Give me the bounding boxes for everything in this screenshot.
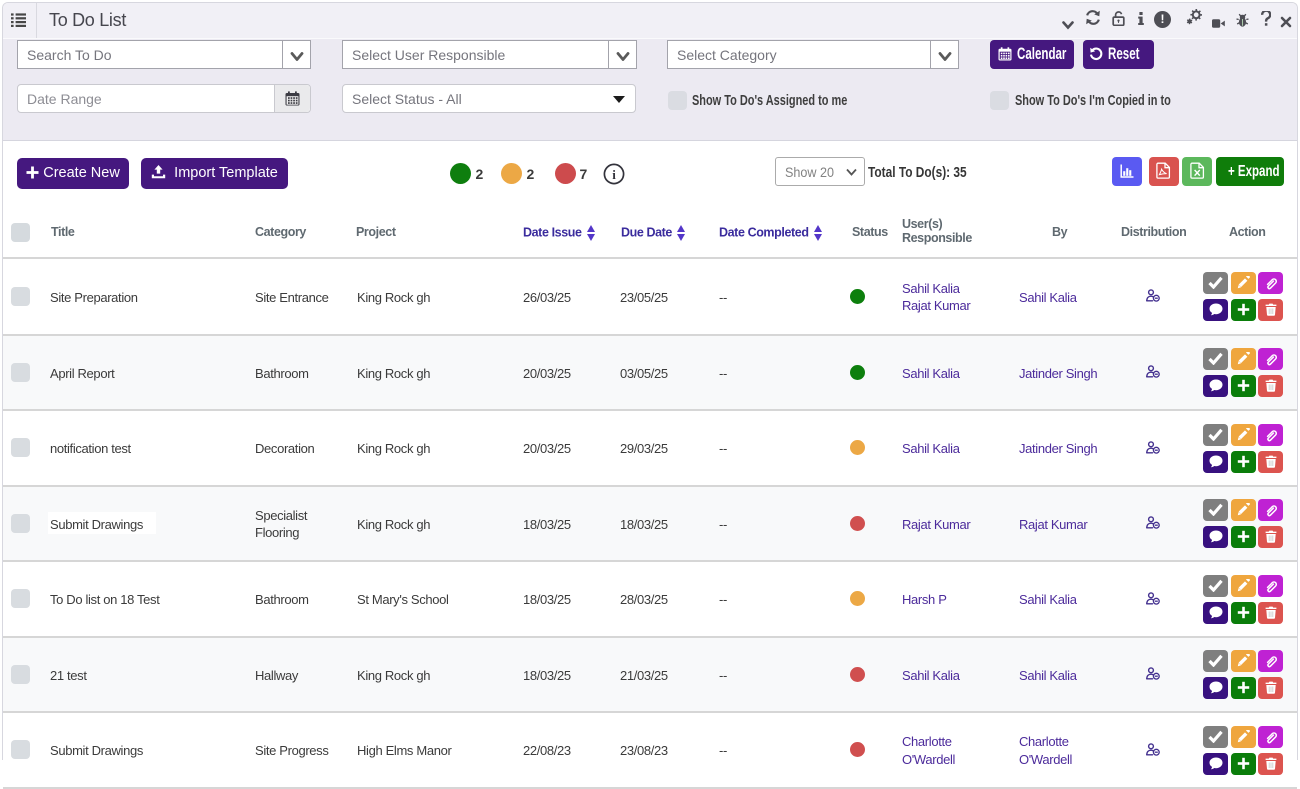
svg-text:i: i <box>612 167 616 182</box>
